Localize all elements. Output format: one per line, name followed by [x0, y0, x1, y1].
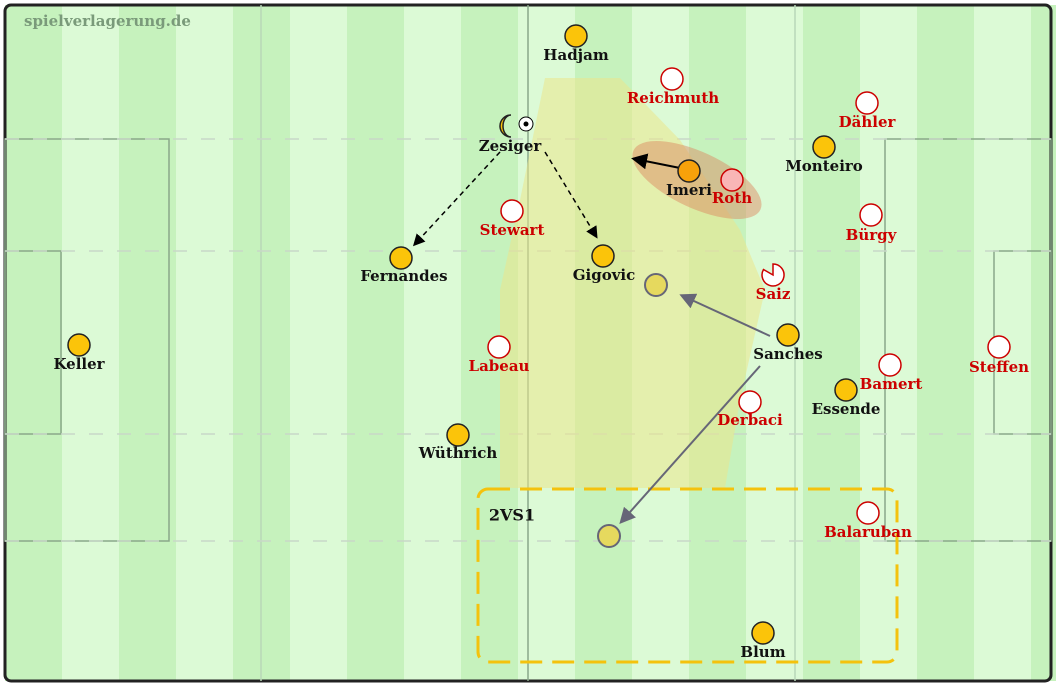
stripe	[347, 5, 404, 681]
player-marker	[987, 335, 1011, 359]
stripe	[119, 5, 176, 681]
player-name: Reichmuth	[627, 89, 719, 107]
player-name: Hadjam	[543, 46, 609, 64]
arrows	[412, 151, 771, 524]
watermark: spielverlagerung.de	[24, 12, 191, 30]
ghost-position	[644, 273, 668, 297]
player-marker	[591, 244, 615, 268]
player-name: Keller	[53, 355, 105, 373]
player-marker	[499, 114, 512, 138]
player-name: Wüthrich	[418, 444, 498, 462]
stripe	[5, 5, 62, 681]
player-marker	[878, 353, 902, 377]
stripe	[404, 5, 461, 681]
zone-label: 2VS1	[489, 506, 535, 525]
player-marker	[446, 423, 470, 447]
pitch-lines	[3, 3, 1053, 683]
player-name: Blum	[740, 643, 785, 661]
stripe	[290, 5, 347, 681]
stripe	[917, 5, 974, 681]
player-name: Essende	[812, 400, 881, 418]
player-marker	[856, 501, 880, 525]
players: Hadjam Zesiger Fernandes Gigovic Imeri Montei…	[53, 24, 1029, 661]
player-marker	[389, 246, 413, 270]
player-name: Stewart	[480, 221, 545, 239]
player-name: Imeri	[666, 181, 712, 199]
player-name: Monteiro	[785, 157, 863, 175]
player-name: Zesiger	[479, 137, 543, 155]
player-marker	[834, 378, 858, 402]
player-marker	[738, 390, 762, 414]
player-name: Dähler	[839, 113, 897, 131]
player-name: Gigovic	[573, 266, 636, 284]
player-name: Derbaci	[717, 411, 783, 429]
player-marker	[812, 135, 836, 159]
player-marker	[776, 323, 800, 347]
player-marker	[564, 24, 588, 48]
zone-box	[476, 487, 899, 664]
player-marker	[855, 91, 879, 115]
player-marker	[67, 333, 91, 357]
player-marker	[677, 159, 701, 183]
stripe	[860, 5, 917, 681]
player-marker	[720, 168, 744, 192]
player-name: Bürgy	[846, 226, 898, 244]
player-name: Saiz	[756, 285, 791, 303]
player-name: Roth	[712, 189, 752, 207]
player-marker	[761, 263, 785, 287]
player-name: Balaruban	[824, 523, 912, 541]
player-marker	[751, 621, 775, 645]
stripe	[176, 5, 233, 681]
player-name: Sanches	[753, 345, 823, 363]
player-name: Fernandes	[360, 267, 447, 285]
player-marker	[859, 203, 883, 227]
ball	[518, 116, 534, 132]
ghost-position	[597, 524, 621, 548]
player-name: Steffen	[969, 358, 1029, 376]
shaded-zone	[500, 78, 765, 488]
player-marker	[660, 67, 684, 91]
player-name: Bamert	[860, 375, 923, 393]
pressing-zone	[632, 141, 762, 219]
player-marker	[500, 199, 524, 223]
stripe	[803, 5, 860, 681]
player-marker	[487, 335, 511, 359]
player-name: Labeau	[469, 357, 530, 375]
